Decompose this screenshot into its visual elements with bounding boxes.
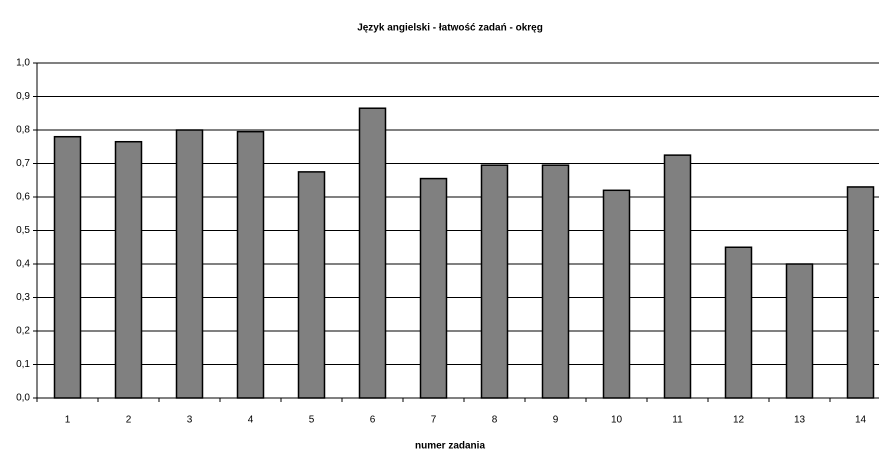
x-tick-label: 7 [431,415,437,426]
bar [785,263,814,399]
x-tick-label: 3 [187,415,193,426]
y-tick-label: 0,7 [16,158,30,169]
x-tick-label: 6 [370,415,376,426]
x-tick-label: 8 [492,415,498,426]
bar [480,164,509,399]
bar [663,154,692,399]
x-tick-label: 2 [126,415,132,426]
bar [53,135,82,399]
bar [175,129,204,399]
x-tick-label: 5 [309,415,315,426]
bar [602,189,631,399]
chart-title: Język angielski - łatwość zadań - okręg [357,23,543,34]
bar [114,140,143,399]
bar [541,164,570,399]
x-tick-label: 1 [65,415,71,426]
y-tick-label: 0,2 [16,326,30,337]
bar [297,171,326,399]
x-axis-label: numer zadania [415,441,485,452]
x-tick-label: 4 [248,415,254,426]
bar [846,186,875,399]
bar [358,107,387,399]
x-tick-label: 11 [672,415,683,426]
x-tick-label: 10 [611,415,623,426]
y-tick-label: 0,3 [16,292,30,303]
y-tick-label: 0,9 [16,91,30,102]
y-tick-label: 0,1 [16,359,30,370]
y-tick-label: 0,4 [16,259,30,270]
y-tick-label: 1,0 [16,58,30,69]
x-tick-label: 9 [553,415,559,426]
y-tick-label: 0,8 [16,125,30,136]
y-tick-label: 0,5 [16,225,30,236]
x-tick-label: 13 [794,415,806,426]
y-tick-label: 0,0 [16,393,30,404]
x-tick-label: 14 [855,415,867,426]
x-tick-label: 12 [733,415,745,426]
bar [419,177,448,399]
y-tick-label: 0,6 [16,192,30,203]
bar [236,130,265,399]
bar [724,246,753,399]
